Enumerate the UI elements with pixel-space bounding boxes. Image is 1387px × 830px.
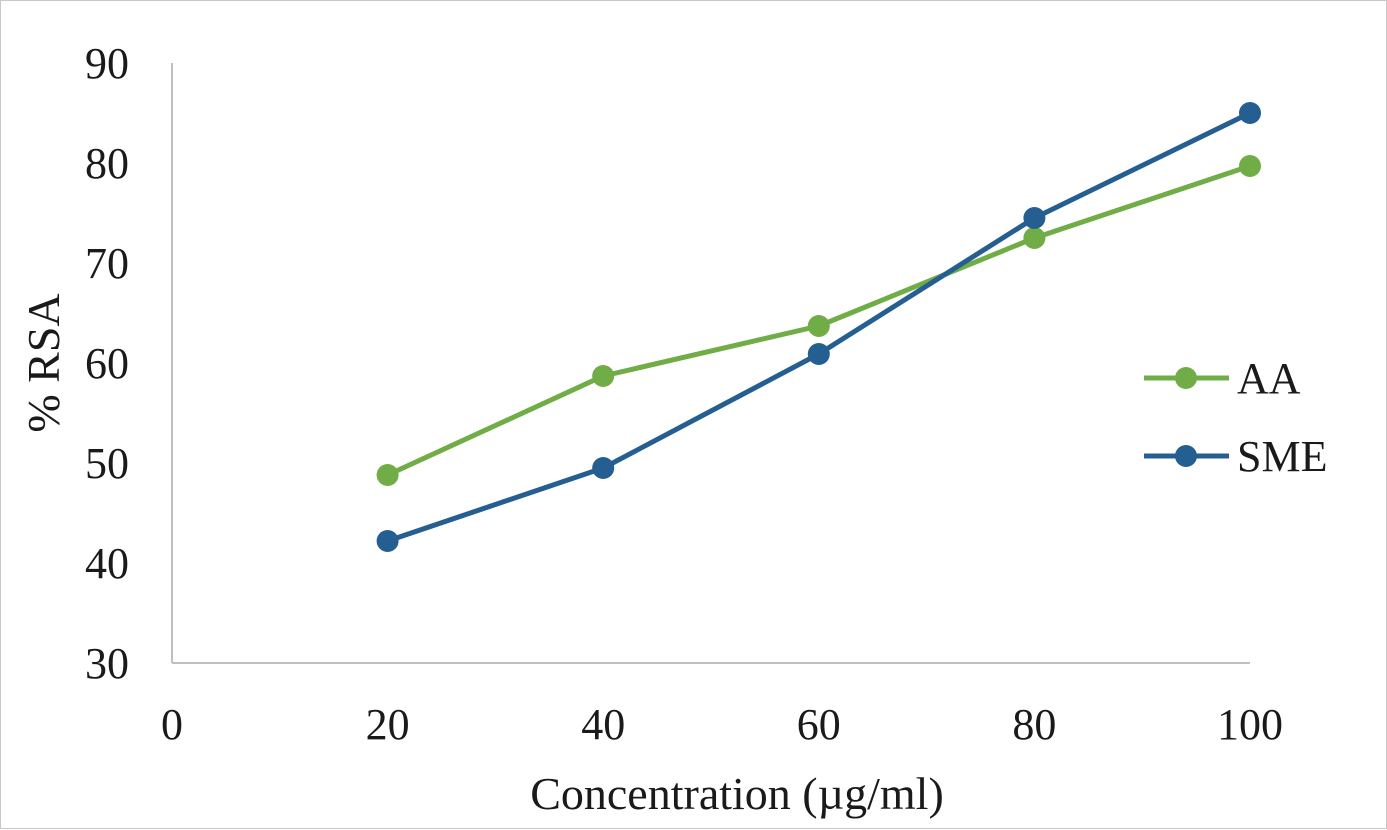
x-tick-labels: 0 20 40 60 80 100 — [161, 700, 1283, 749]
x-tick-label: 60 — [797, 700, 841, 749]
legend-label: SME — [1237, 432, 1327, 481]
x-axis-title: Concentration (µg/ml) — [530, 768, 944, 819]
data-point — [807, 315, 830, 337]
data-point — [1023, 227, 1046, 249]
y-tick-label: 70 — [85, 239, 129, 288]
y-tick-label: 40 — [85, 539, 129, 588]
x-tick-label: 0 — [161, 700, 183, 749]
y-tick-labels: 30 40 50 60 70 80 90 — [85, 39, 129, 688]
y-tick-label: 80 — [85, 139, 129, 188]
axes — [171, 63, 1250, 664]
data-point — [1239, 155, 1261, 177]
legend-item-sme: SME — [1144, 432, 1327, 481]
data-point — [592, 457, 615, 479]
legend-marker — [1175, 367, 1197, 389]
x-tick-label: 80 — [1012, 700, 1056, 749]
y-tick-label: 90 — [85, 39, 129, 88]
series-sme — [376, 102, 1261, 552]
y-tick-label: 60 — [85, 339, 129, 388]
data-point — [1023, 207, 1046, 229]
series-aa — [376, 155, 1261, 486]
y-tick-label: 50 — [85, 439, 129, 488]
data-point — [376, 464, 399, 486]
x-tick-label: 40 — [581, 700, 625, 749]
data-point — [592, 365, 615, 387]
y-axis-title: % RSA — [18, 293, 69, 432]
legend-item-aa: AA — [1144, 354, 1301, 403]
x-tick-label: 20 — [366, 700, 410, 749]
legend: AA SME — [1144, 354, 1327, 481]
y-tick-label: 30 — [85, 639, 129, 688]
legend-marker — [1175, 445, 1197, 467]
data-point — [1239, 102, 1261, 124]
legend-label: AA — [1237, 354, 1301, 403]
data-point — [376, 530, 399, 552]
data-point — [807, 343, 830, 365]
series-layer — [376, 102, 1261, 552]
x-tick-label: 100 — [1217, 700, 1283, 749]
